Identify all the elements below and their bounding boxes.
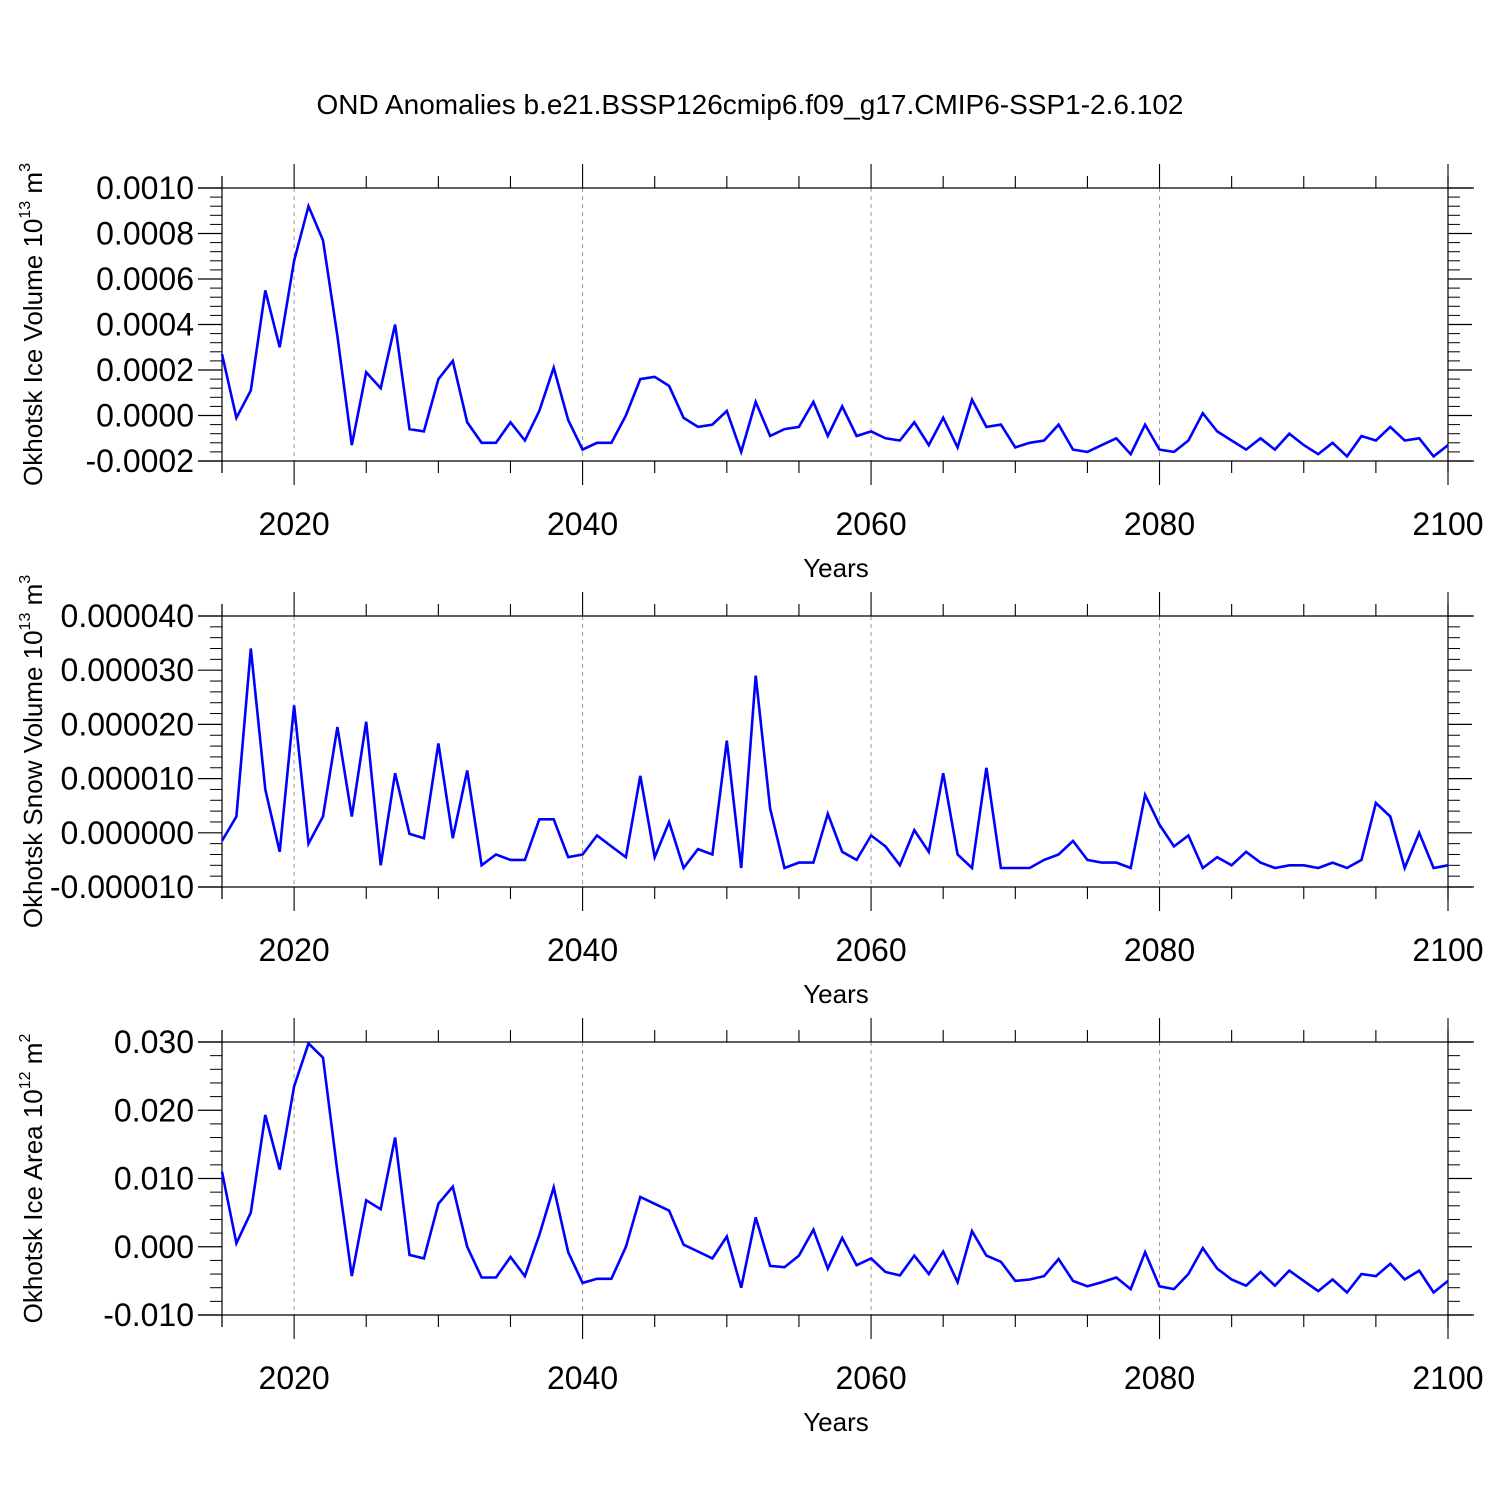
y-axis-label-unit-exponent: 3 [17,163,34,172]
y-tick-label: 0.0002 [96,352,194,388]
y-axis-label: Okhotsk Snow Volume 1013 m3 [17,575,48,928]
y-tick-label: 0.0004 [96,307,194,343]
y-axis-label-text: Okhotsk Ice Volume 10 [18,219,48,486]
plot-frame [198,1030,1474,1327]
x-tick-label: 2020 [259,932,330,968]
x-tick-label: 2060 [835,506,906,542]
panels: -0.00020.00000.00020.00040.00060.00080.0… [17,163,1484,1437]
y-axis-label-unit-exponent: 2 [17,1034,34,1043]
series-line-2-1 [220,648,1449,872]
panel-3: -0.010 0.000 0.010 0.020 0.030 2020 2040 2060 20… [17,1018,1484,1437]
y-tick-label: 0.000020 [61,706,194,742]
y-tick-label: 0.0006 [96,261,194,297]
x-tick-label: 2080 [1124,506,1195,542]
x-tick-label: 2100 [1412,932,1483,968]
y-tick-label: 0.000000 [61,815,194,851]
x-axis-label: Years [803,1407,869,1437]
plot-frame [198,604,1474,899]
series-line-1-1 [220,202,1449,459]
x-tick-label: 2020 [259,1360,330,1396]
y-tick-label: 0.0010 [96,170,194,206]
series-line-3-1 [220,1041,1449,1295]
x-tick-label: 2040 [547,1360,618,1396]
y-axis-label-unit-exponent: 3 [17,575,34,584]
x-tick-label: 2060 [835,932,906,968]
y-axis-label-unit: m [18,172,48,201]
y-axis-label-text: Okhotsk Ice Area 10 [18,1089,48,1323]
y-axis-label-exponent: 13 [17,201,34,219]
x-axis-label: Years [803,979,869,1009]
x-tick-label: 2060 [835,1360,906,1396]
y-axis-label-unit: m [18,584,48,613]
y-axis-label-unit: m [18,1043,48,1072]
panel-2: -0.000010 0.000000 0.000010 0.000020 0.00003… [17,575,1484,1009]
y-axis-label-exponent: 13 [17,613,34,631]
x-tick-label: 2080 [1124,1360,1195,1396]
y-axis-label-exponent: 12 [17,1071,34,1089]
y-tick-label: 0.030 [114,1024,194,1060]
plot-frame [198,176,1474,473]
y-tick-label: 0.0000 [96,398,194,434]
y-tick-label: 0.000030 [61,652,194,688]
x-tick-label: 2040 [547,506,618,542]
y-axis-label-text: Okhotsk Snow Volume 10 [18,630,48,928]
x-tick-label: 2020 [259,506,330,542]
y-tick-label: 0.000 [114,1229,194,1265]
y-axis-label: Okhotsk Ice Area 1012 m2 [17,1034,48,1324]
y-tick-label: 0.020 [114,1092,194,1128]
y-tick-label: -0.000010 [50,869,194,905]
y-tick-label: 0.000010 [61,761,194,797]
x-tick-label: 2100 [1412,1360,1483,1396]
y-axis-label: Okhotsk Ice Volume 1013 m3 [17,163,48,486]
panel-1: -0.0002 0.0000 0.0002 0.0004 0.0006 0.0008 0.0… [17,163,1484,583]
y-tick-label: -0.010 [103,1297,194,1333]
chart-title: OND Anomalies b.e21.BSSP126cmip6.f09_g17… [317,89,1184,120]
y-tick-label: 0.0008 [96,216,194,252]
x-tick-label: 2040 [547,932,618,968]
y-tick-label: -0.0002 [85,443,194,479]
y-tick-label: 0.010 [114,1161,194,1197]
x-axis-label: Years [803,553,869,583]
x-tick-label: 2100 [1412,506,1483,542]
x-tick-label: 2080 [1124,932,1195,968]
y-tick-label: 0.000040 [61,598,194,634]
